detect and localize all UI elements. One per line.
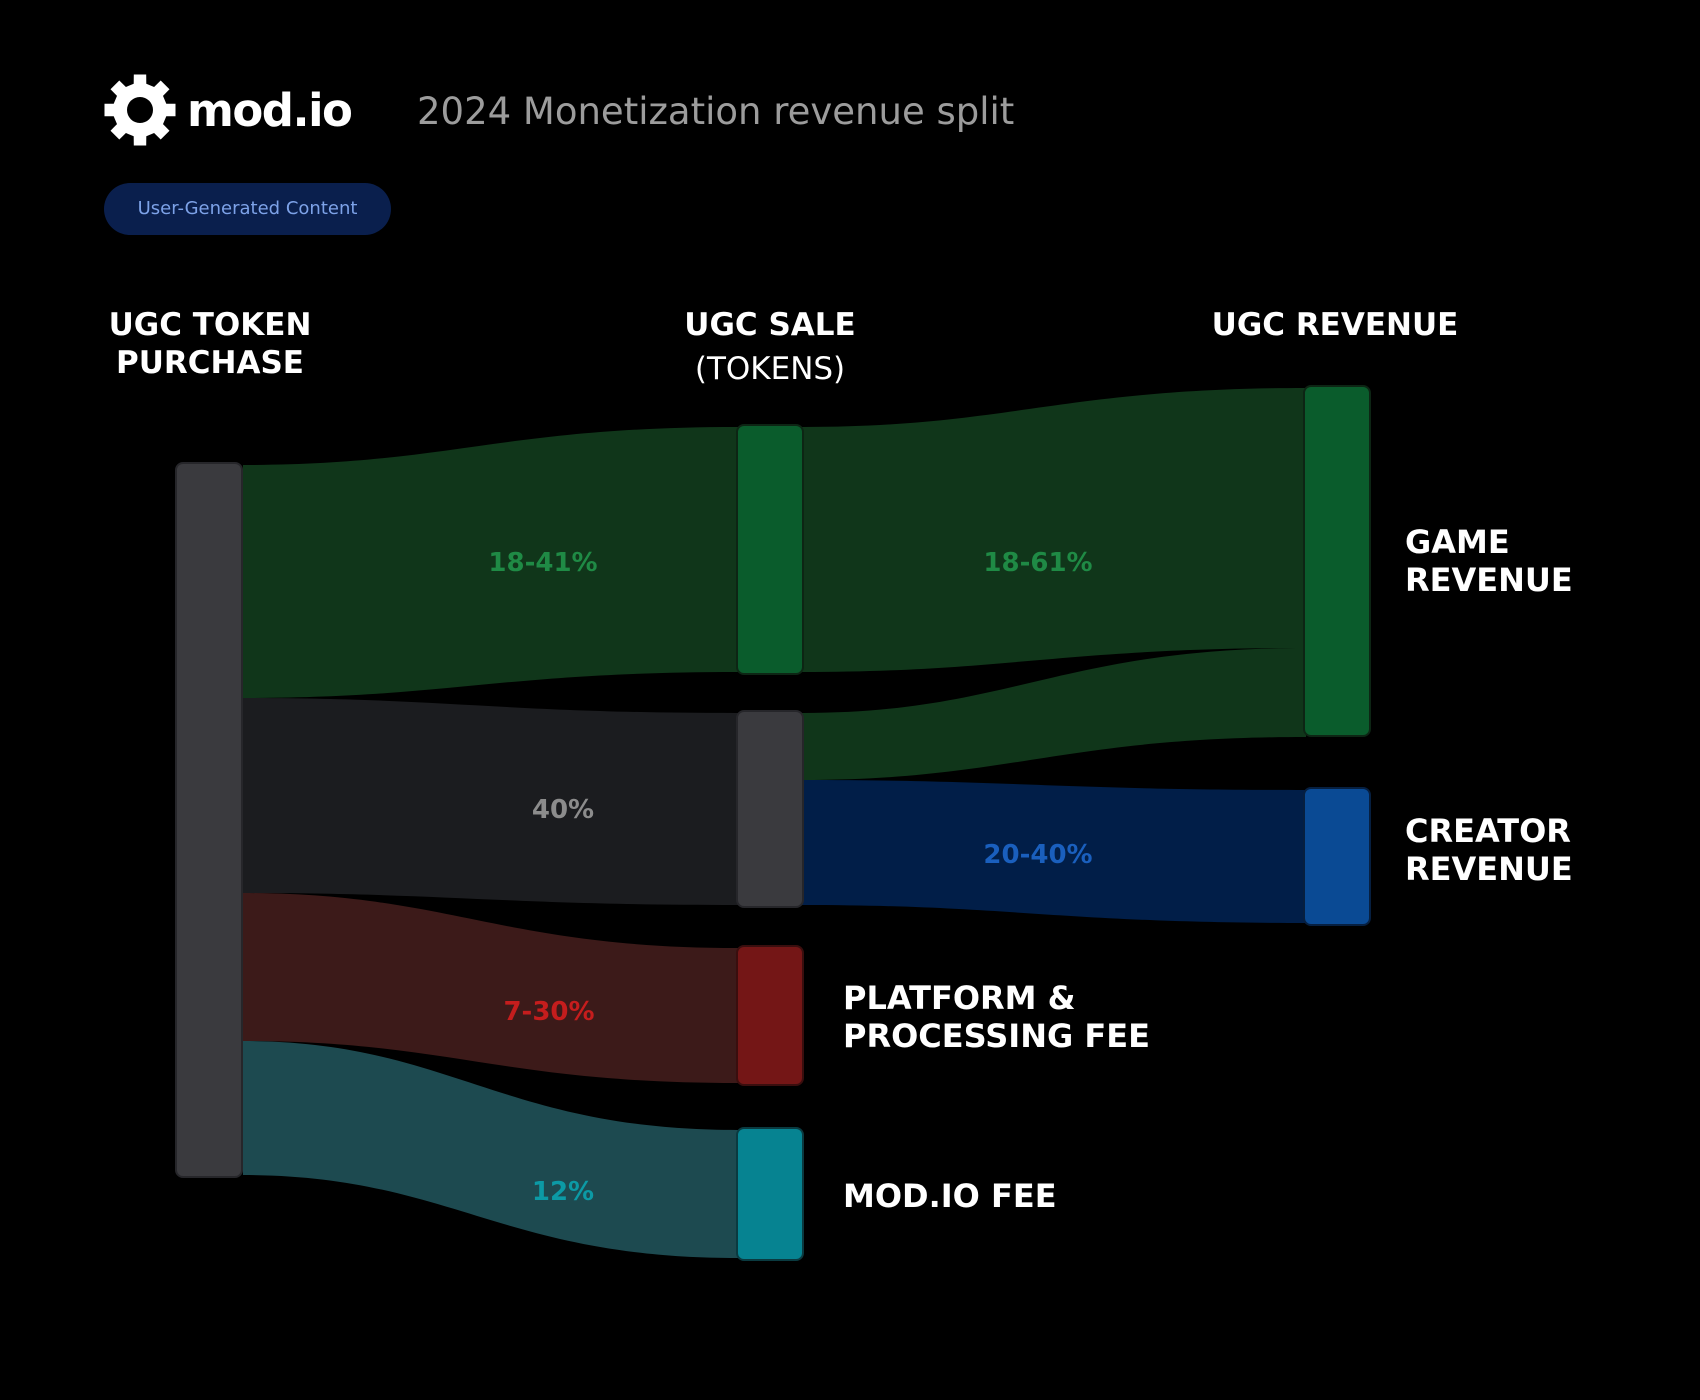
- node-modio-fee: [736, 1127, 804, 1261]
- flow-label-purchase-sale-game: 18-41%: [488, 548, 597, 578]
- node-label-game-revenue-line2: REVENUE: [1405, 561, 1573, 599]
- column-header-sale: UGC SALE (TOKENS): [630, 306, 910, 388]
- flow-label-sale-creator-revenue: 20-40%: [983, 840, 1092, 870]
- node-game-revenue: [1303, 385, 1371, 737]
- column-header-revenue: UGC REVENUE: [1185, 306, 1485, 344]
- flow-label-purchase-modio-fee: 12%: [532, 1177, 594, 1207]
- flow-purchase-to-sale-creator: [243, 698, 738, 905]
- node-label-game-revenue: GAME REVENUE: [1405, 523, 1573, 599]
- node-label-creator-revenue: CREATOR REVENUE: [1405, 812, 1573, 888]
- flow-purchase-to-modio-fee: [243, 1041, 738, 1258]
- column-header-purchase: UGC TOKEN PURCHASE: [80, 306, 340, 382]
- modio-logo-icon: [104, 74, 176, 146]
- logo-gear-hole: [127, 97, 153, 123]
- flow-sale-creator-to-game-revenue: [802, 648, 1306, 780]
- column-header-purchase-line1: UGC TOKEN: [108, 307, 312, 343]
- column-header-sale-line1: UGC SALE: [684, 307, 856, 343]
- flow-sale-game-to-game-revenue: [802, 388, 1306, 672]
- category-badge: User-Generated Content: [104, 183, 391, 235]
- flow-label-purchase-sale-creator: 40%: [532, 795, 594, 825]
- node-purchase: [175, 462, 243, 1178]
- node-label-platform-fee-line1: PLATFORM &: [843, 979, 1076, 1017]
- node-creator-revenue: [1303, 787, 1371, 926]
- node-label-modio-fee: MOD.IO FEE: [843, 1177, 1057, 1215]
- flow-label-purchase-platform-fee: 7-30%: [503, 997, 594, 1027]
- node-label-platform-fee-line2: PROCESSING FEE: [843, 1017, 1150, 1055]
- node-label-creator-revenue-line2: REVENUE: [1405, 850, 1573, 888]
- flow-purchase-to-platform-fee: [243, 893, 738, 1083]
- column-header-revenue-line1: UGC REVENUE: [1211, 307, 1459, 343]
- page-title: 2024 Monetization revenue split: [417, 90, 1015, 133]
- node-sale-game: [736, 424, 804, 675]
- flow-label-sale-game-revenue: 18-61%: [983, 548, 1092, 578]
- node-platform-fee: [736, 945, 804, 1086]
- node-sale-creator: [736, 710, 804, 908]
- flow-purchase-to-sale-game: [243, 427, 738, 698]
- node-label-modio-fee-line1: MOD.IO FEE: [843, 1177, 1057, 1215]
- column-header-sale-line2: (TOKENS): [694, 351, 846, 387]
- column-header-purchase-line2: PURCHASE: [116, 345, 304, 381]
- node-label-platform-fee: PLATFORM & PROCESSING FEE: [843, 979, 1150, 1055]
- brand-wordmark: mod.io: [187, 84, 353, 137]
- node-label-creator-revenue-line1: CREATOR: [1405, 812, 1571, 850]
- node-label-game-revenue-line1: GAME: [1405, 523, 1510, 561]
- flow-sale-creator-to-creator-revenue: [802, 780, 1306, 923]
